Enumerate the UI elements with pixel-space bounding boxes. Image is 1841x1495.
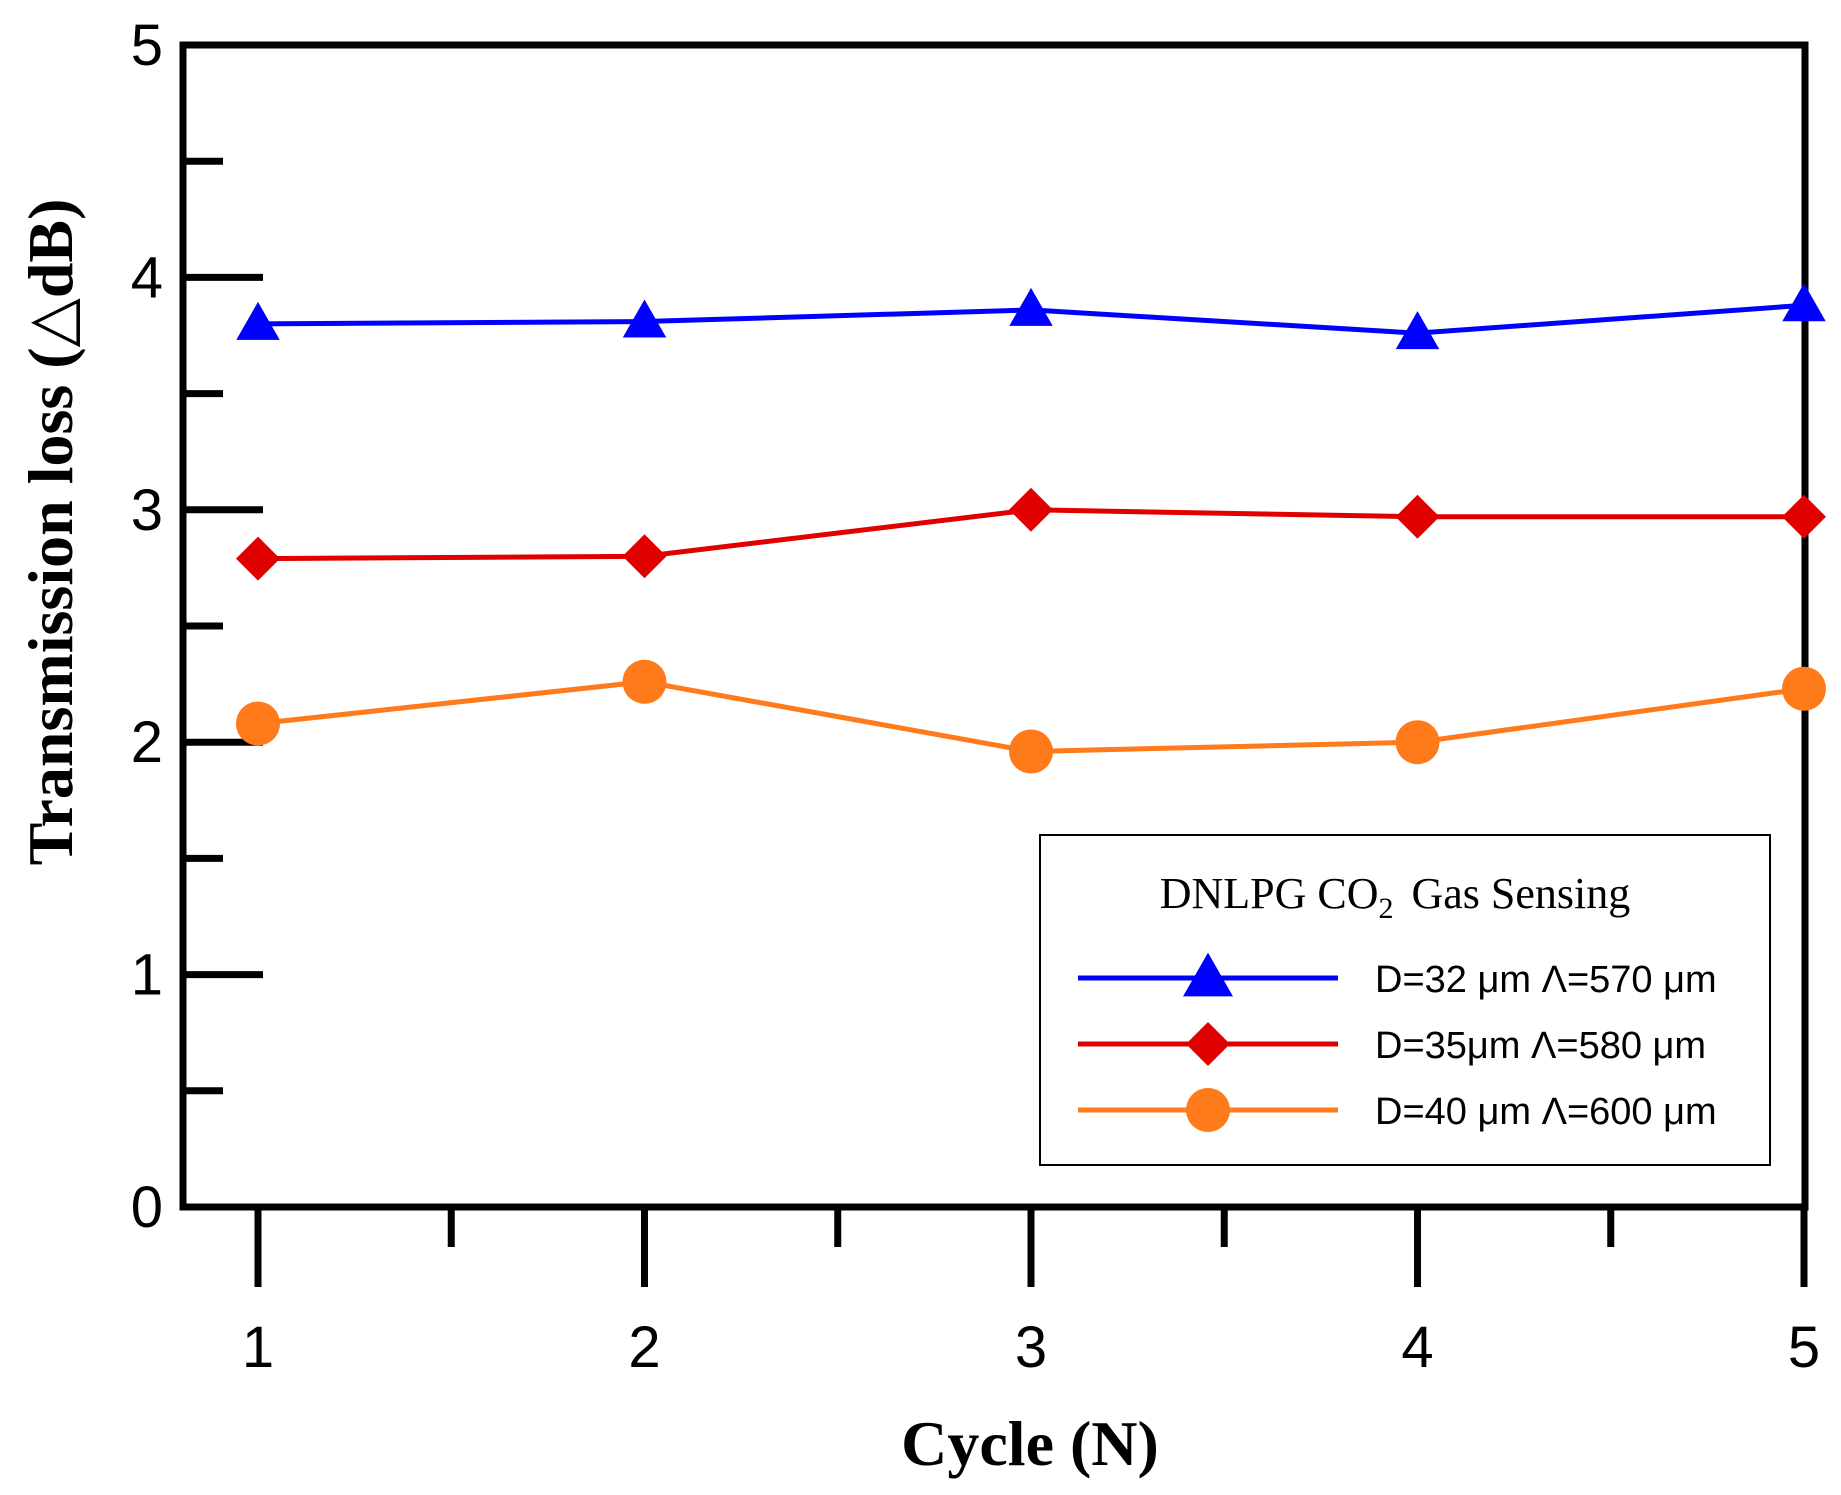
data-point bbox=[1782, 494, 1826, 539]
data-point bbox=[236, 301, 280, 340]
legend-label: D=35μm Λ=580 μm bbox=[1375, 1025, 1706, 1067]
legend-marker bbox=[1183, 952, 1233, 997]
series-layer bbox=[236, 283, 1826, 774]
data-point bbox=[1395, 720, 1440, 765]
legend-marker bbox=[1186, 1088, 1230, 1132]
y-tick-label: 1 bbox=[131, 943, 163, 1008]
legend-label: D=32 μm Λ=570 μm bbox=[1375, 959, 1717, 1001]
data-point bbox=[236, 536, 280, 581]
x-axis-title: Cycle (N) bbox=[901, 1408, 1159, 1479]
data-point bbox=[236, 701, 280, 746]
legend-title-rest: Gas Sensing bbox=[1412, 869, 1631, 918]
data-point bbox=[622, 659, 667, 704]
legend: DNLPG CO2 Gas Sensing D=32 μm Λ=570 μmD=3… bbox=[1039, 834, 1771, 1166]
legend-title-subscript: 2 bbox=[1379, 892, 1394, 925]
data-point bbox=[1009, 487, 1053, 532]
y-tick-label: 4 bbox=[131, 245, 163, 310]
legend-entry-1: D=32 μm Λ=570 μm bbox=[1078, 952, 1717, 1001]
data-point bbox=[1395, 494, 1440, 539]
legend-title-main: DNLPG CO bbox=[1160, 869, 1379, 918]
legend-entry-3: D=40 μm Λ=600 μm bbox=[1078, 1088, 1717, 1133]
data-point bbox=[1009, 287, 1053, 326]
y-tick-label: 5 bbox=[131, 13, 163, 78]
y-axis-title: Transmission loss (△dB) bbox=[15, 199, 86, 866]
data-point bbox=[622, 299, 667, 338]
y-tick-label: 3 bbox=[131, 478, 163, 543]
y-tick-label: 2 bbox=[131, 710, 163, 775]
x-tick-label: 2 bbox=[628, 1315, 660, 1380]
data-point bbox=[622, 534, 667, 579]
legend-entries: D=32 μm Λ=570 μm D=35μm Λ=580 μm D=40 μm Λ… bbox=[1078, 952, 1717, 1133]
y-tick-label: 0 bbox=[131, 1175, 163, 1240]
axes: 0 1 2 3 4 5 1 2 3 4 5 bbox=[131, 13, 1820, 1380]
data-point bbox=[1782, 283, 1826, 322]
x-tick-label: 4 bbox=[1401, 1315, 1433, 1380]
legend-title: DNLPG CO2 Gas Sensing bbox=[1160, 869, 1631, 925]
series-2 bbox=[236, 487, 1826, 581]
x-tick-label: 1 bbox=[242, 1315, 274, 1380]
series-1 bbox=[236, 283, 1826, 350]
x-tick-label: 5 bbox=[1788, 1315, 1820, 1380]
legend-label: D=40 μm Λ=600 μm bbox=[1375, 1091, 1717, 1133]
legend-marker bbox=[1186, 1022, 1230, 1066]
x-tick-label: 3 bbox=[1015, 1315, 1047, 1380]
data-point bbox=[1395, 311, 1440, 350]
legend-entry-2: D=35μm Λ=580 μm bbox=[1078, 1022, 1706, 1067]
data-point bbox=[1782, 666, 1826, 711]
series-3 bbox=[236, 659, 1826, 774]
data-point bbox=[1009, 729, 1053, 774]
